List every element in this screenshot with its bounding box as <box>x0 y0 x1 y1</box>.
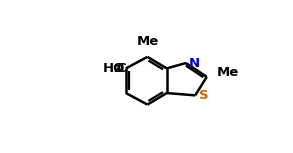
Text: N: N <box>188 56 200 69</box>
Text: Me: Me <box>217 66 239 79</box>
Text: S: S <box>199 89 209 102</box>
Text: 2: 2 <box>114 65 120 75</box>
Text: C: C <box>117 62 126 75</box>
Text: Me: Me <box>136 35 159 48</box>
Text: HO: HO <box>103 62 125 75</box>
